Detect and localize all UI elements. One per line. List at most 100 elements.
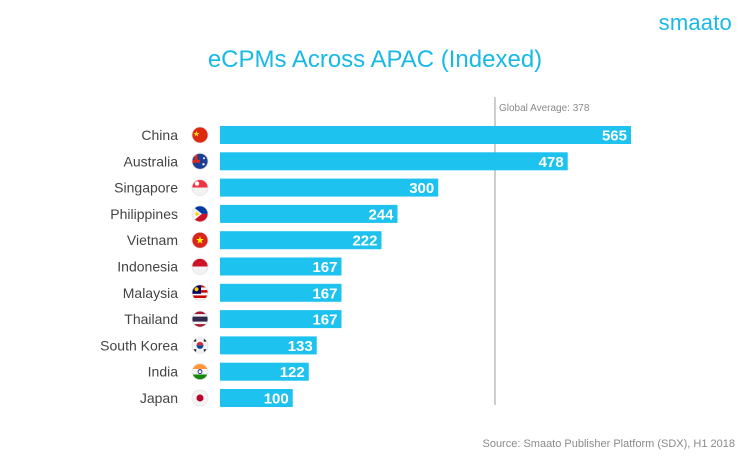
- malaysia-flag-icon-part: [192, 295, 208, 299]
- value-label: 222: [352, 233, 377, 250]
- bar-row: Thailand 167: [124, 310, 342, 329]
- philippines-flag-icon-part: [195, 212, 199, 216]
- thailand-flag-icon-ring: [191, 310, 209, 328]
- japan-flag-icon-part: [196, 394, 204, 402]
- bar: [220, 152, 568, 171]
- chart-title: eCPMs Across APAC (Indexed): [207, 46, 543, 73]
- bar: [220, 336, 317, 355]
- category-label: Australia: [124, 153, 179, 169]
- singapore-flag-icon-ring: [191, 179, 209, 197]
- bar-row: Japan 100: [140, 389, 293, 408]
- bar: [220, 362, 309, 381]
- bar-row: Vietnam ★ 222: [127, 231, 382, 250]
- category-label: South Korea: [100, 337, 178, 353]
- malaysia-flag-icon-part: [194, 287, 199, 292]
- south-korea-flag-icon-part: [196, 341, 204, 346]
- source-note: Source: Smaato Publisher Platform (SDX),…: [482, 438, 735, 450]
- bar: [220, 389, 293, 407]
- malaysia-flag-icon: [192, 284, 208, 301]
- china-flag-icon-ring: [191, 126, 209, 144]
- bar-row: China ★ 565: [141, 126, 631, 145]
- category-label: Philippines: [110, 206, 178, 222]
- bar-row: South Korea 133: [100, 336, 317, 355]
- india-flag-icon-part: [192, 374, 208, 380]
- bar: [220, 257, 342, 276]
- japan-flag-icon-ring: [191, 389, 209, 407]
- value-label: 565: [602, 128, 627, 145]
- philippines-flag-icon-part: [192, 205, 208, 214]
- bar-row: India 122: [148, 362, 309, 381]
- category-label: Indonesia: [117, 259, 178, 275]
- south-korea-flag-icon-part: [193, 349, 197, 352]
- bar-row: Malaysia 167: [123, 283, 342, 302]
- bar: [220, 126, 631, 144]
- australia-flag-icon-part: [194, 153, 198, 162]
- value-label: 167: [312, 259, 337, 276]
- bar: [220, 283, 342, 302]
- china-flag-icon-part: [192, 127, 208, 143]
- india-flag-icon: [192, 363, 208, 380]
- category-label: Japan: [140, 390, 178, 406]
- philippines-flag-icon: [192, 205, 208, 222]
- bar: [220, 204, 398, 223]
- value-label: 478: [539, 154, 564, 171]
- value-label: 167: [312, 285, 337, 302]
- bar: [220, 310, 342, 329]
- indonesia-flag-icon-ring: [191, 258, 209, 275]
- philippines-flag-icon-ring: [191, 205, 209, 223]
- value-label: 100: [264, 391, 289, 408]
- vietnam-flag-icon-ring: [191, 231, 209, 249]
- category-label: Thailand: [124, 311, 178, 327]
- vietnam-flag-icon-part: [192, 232, 208, 249]
- india-flag-icon-part: [197, 369, 203, 375]
- australia-flag-icon: [192, 153, 208, 170]
- china-flag-icon-part: ★: [193, 130, 200, 139]
- australia-flag-icon-ring: [191, 152, 209, 170]
- india-flag-icon-ring: [191, 363, 209, 381]
- category-label: Singapore: [114, 180, 178, 196]
- thailand-flag-icon: [192, 311, 208, 328]
- global-average-label: Global Average: 378: [499, 103, 590, 114]
- bar-row: Australia 478: [124, 152, 568, 171]
- australia-flag-icon-part: [202, 163, 205, 166]
- indonesia-flag-icon: [192, 258, 208, 275]
- indonesia-flag-icon-part: [192, 258, 208, 267]
- category-label: India: [148, 364, 179, 380]
- value-label: 122: [280, 364, 305, 381]
- india-flag-icon-part: [192, 363, 208, 370]
- australia-flag-icon-part: [203, 157, 205, 160]
- malaysia-flag-icon-part: [192, 298, 208, 301]
- thailand-flag-icon-part: [192, 316, 208, 322]
- vietnam-flag-icon-part: ★: [196, 236, 205, 247]
- singapore-flag-icon-part: [192, 179, 208, 188]
- south-korea-flag-icon-part: [203, 349, 207, 352]
- bar-row: Indonesia 167: [117, 257, 342, 276]
- bar: [220, 231, 382, 250]
- bar-row: Philippines 244: [110, 204, 398, 223]
- singapore-flag-icon-part: [194, 181, 200, 186]
- value-label: 133: [288, 338, 313, 355]
- china-flag-icon: ★: [192, 127, 208, 143]
- smaato-logo: smaato: [658, 10, 732, 35]
- japan-flag-icon: [192, 390, 208, 406]
- vietnam-flag-icon: ★: [192, 232, 208, 249]
- singapore-flag-icon-part: [192, 187, 208, 196]
- south-korea-flag-icon-ring: [191, 336, 209, 354]
- malaysia-flag-icon-part: [192, 292, 208, 296]
- value-label: 244: [368, 206, 394, 223]
- indonesia-flag-icon-part: [192, 266, 208, 275]
- south-korea-flag-icon: [192, 337, 208, 354]
- india-flag-icon-part: [192, 369, 208, 375]
- bar: [220, 178, 439, 197]
- singapore-flag-icon: [192, 179, 208, 196]
- south-korea-flag-icon-part: [196, 345, 204, 349]
- bar-row: Singapore 300: [114, 178, 439, 197]
- malaysia-flag-icon-ring: [191, 284, 209, 302]
- value-label: 167: [312, 312, 337, 329]
- south-korea-flag-icon-part: [203, 339, 207, 342]
- category-label: China: [141, 127, 178, 143]
- philippines-flag-icon-part: [192, 213, 208, 222]
- value-label: 300: [409, 180, 434, 197]
- category-label: Vietnam: [127, 232, 178, 248]
